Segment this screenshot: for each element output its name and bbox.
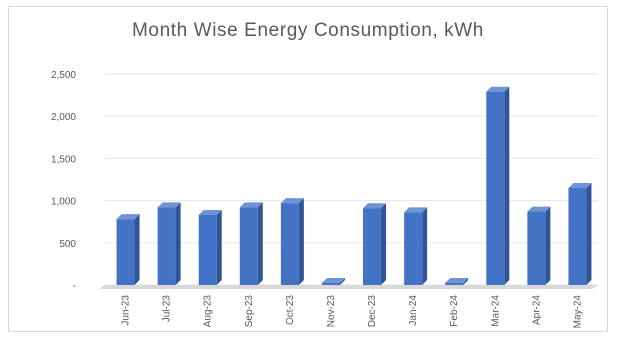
bar-side xyxy=(175,202,181,285)
bar-top xyxy=(116,214,140,220)
bar-top xyxy=(157,202,181,208)
x-tick-label: Jun-23 xyxy=(121,295,132,326)
bar-side xyxy=(504,86,510,285)
bar-side xyxy=(586,182,592,285)
bar-side xyxy=(381,203,387,285)
x-tick-label: Aug-23 xyxy=(203,295,214,328)
bar-top xyxy=(445,278,469,283)
y-tick-label: - xyxy=(73,281,76,292)
x-tick-label: Sep-23 xyxy=(244,295,255,328)
bar-top xyxy=(363,203,387,209)
x-tick-label: Oct-23 xyxy=(285,295,296,325)
bar xyxy=(157,207,176,285)
x-tick-label: Mar-24 xyxy=(490,295,501,327)
bar-side xyxy=(216,209,222,285)
y-tick-label: 500 xyxy=(59,239,76,250)
bar-side xyxy=(463,278,469,285)
bar xyxy=(486,91,505,285)
y-tick-label: 2,500 xyxy=(51,70,76,81)
x-tick-label: May-24 xyxy=(572,295,583,329)
bar-side xyxy=(422,207,428,285)
bar xyxy=(363,208,382,285)
bar-top xyxy=(280,198,304,204)
bar-side xyxy=(298,198,304,285)
bar-top xyxy=(404,207,428,213)
bar-top xyxy=(568,182,592,188)
bar xyxy=(445,283,464,285)
bar xyxy=(568,187,587,285)
chart-title: Month Wise Energy Consumption, kWh xyxy=(132,20,484,41)
bar-side xyxy=(257,202,263,285)
bar xyxy=(404,212,423,285)
bar xyxy=(527,211,546,285)
bar xyxy=(321,283,340,285)
chart-floor xyxy=(99,285,598,289)
bar-side xyxy=(545,206,551,285)
x-tick-label: Jan-24 xyxy=(408,295,419,326)
bar-side xyxy=(339,278,345,285)
y-tick-label: 1,000 xyxy=(51,197,76,208)
y-tick-label: 2,000 xyxy=(51,112,76,123)
bar-top xyxy=(321,278,345,283)
bar xyxy=(239,207,258,285)
bar-top xyxy=(486,86,510,92)
y-tick-label: 1,500 xyxy=(51,154,76,165)
bar-side xyxy=(134,214,140,285)
bar xyxy=(116,219,135,285)
x-tick-label: Nov-23 xyxy=(326,295,337,328)
bar-top xyxy=(239,202,263,208)
x-tick-label: Feb-24 xyxy=(449,295,460,327)
bar-top xyxy=(527,206,551,212)
x-tick-label: Apr-24 xyxy=(531,295,542,325)
bar-top xyxy=(198,209,222,215)
x-tick-label: Jul-23 xyxy=(162,295,173,323)
bar xyxy=(280,203,299,285)
x-tick-label: Dec-23 xyxy=(367,295,378,328)
bar xyxy=(198,214,217,285)
